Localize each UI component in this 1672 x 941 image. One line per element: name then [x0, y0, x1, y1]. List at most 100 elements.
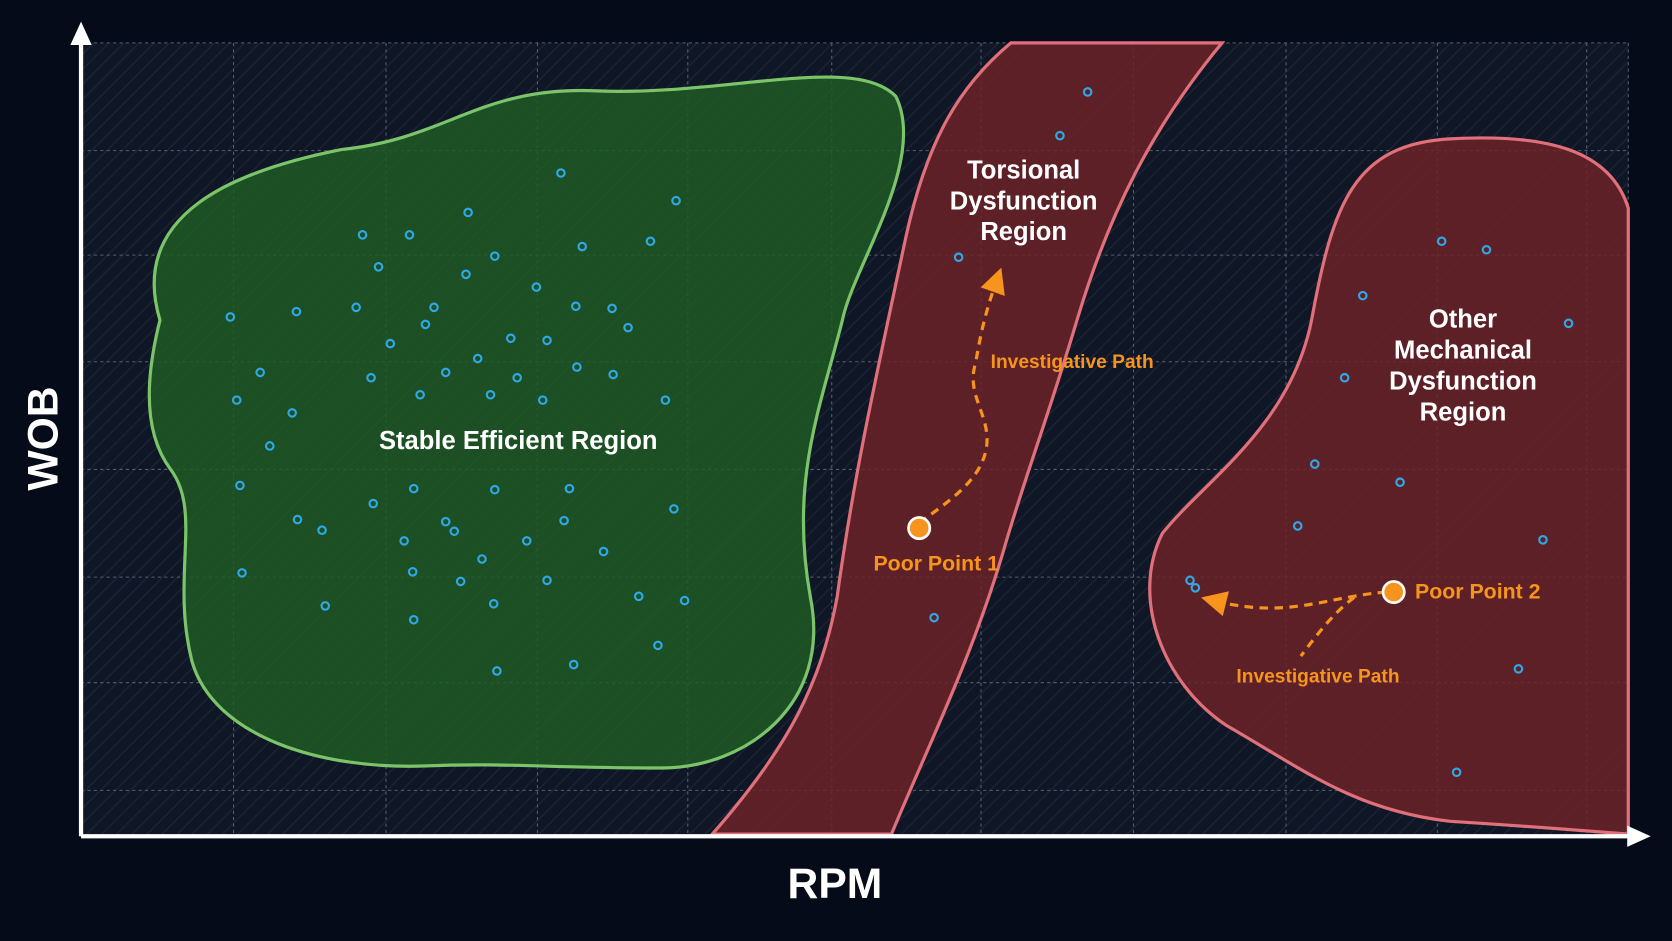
data-point [521, 536, 532, 546]
data-point [287, 408, 297, 418]
data-point [953, 252, 964, 263]
data-point [357, 230, 368, 240]
data-point [653, 640, 663, 651]
data-point [492, 666, 502, 676]
data-point [408, 483, 419, 494]
data-point [608, 369, 618, 380]
data-point [571, 301, 581, 312]
data-point [598, 546, 609, 557]
x-arrow [1627, 825, 1651, 847]
data-point [564, 483, 575, 494]
data-point [264, 441, 275, 451]
data-point [407, 567, 418, 577]
data-point [237, 568, 247, 578]
data-point [1395, 477, 1405, 488]
data-point [929, 612, 939, 623]
data-point [607, 303, 617, 314]
poor-point-1 [907, 516, 932, 541]
data-point [404, 230, 415, 240]
region-label: Region [1420, 398, 1507, 426]
data-point [556, 168, 566, 178]
data-point [385, 338, 396, 349]
data-point [537, 395, 548, 405]
data-point [531, 282, 542, 292]
investigative-path-1 [918, 267, 1005, 525]
data-point [572, 362, 582, 372]
data-point [1451, 767, 1462, 778]
region-label: Other [1429, 306, 1497, 334]
data-point [477, 554, 487, 564]
data-point [645, 236, 656, 247]
investigative-path-2-branch [1299, 596, 1356, 658]
data-point [1481, 244, 1492, 255]
data-point [461, 269, 471, 280]
data-point [671, 195, 681, 206]
point-label: Poor Point 1 [873, 552, 999, 576]
region-label: Mechanical [1394, 337, 1532, 365]
poor-point-2 [1381, 580, 1406, 605]
data-point [568, 659, 579, 670]
data-point [1292, 521, 1303, 531]
data-point [542, 575, 552, 586]
data-point [317, 525, 327, 536]
data-point [235, 480, 245, 491]
data-point [366, 372, 376, 383]
data-point [679, 595, 690, 606]
path-label: Investigative Path [991, 352, 1154, 373]
path-label: Investigative Path [1236, 667, 1399, 688]
region-label: Region [980, 218, 1067, 246]
y-axis-label: WOB [20, 386, 68, 490]
data-point [320, 601, 331, 611]
data-point [559, 515, 569, 526]
data-point [1082, 87, 1093, 97]
data-point [1185, 575, 1195, 586]
region-label: Stable Efficient Region [379, 427, 658, 455]
data-point [489, 251, 500, 261]
y-arrow [70, 21, 92, 46]
data-point [633, 591, 644, 602]
data-point [489, 484, 500, 495]
data-point [660, 395, 671, 405]
data-point [1538, 535, 1548, 545]
point-label: Poor Point 2 [1415, 579, 1541, 603]
data-point [373, 262, 384, 272]
data-point [399, 536, 409, 546]
investigative-path-2 [1201, 590, 1387, 617]
data-point [1339, 372, 1350, 383]
data-point [291, 306, 302, 317]
data-point [669, 504, 679, 514]
data-point [577, 241, 588, 252]
region-label: Dysfunction [950, 187, 1098, 215]
data-point [408, 614, 419, 625]
data-point [429, 302, 439, 313]
data-point [485, 389, 496, 400]
mechanical-region [1148, 136, 1630, 836]
data-point [1513, 664, 1524, 674]
data-point [351, 302, 361, 313]
data-point [1190, 582, 1201, 593]
torsional-region [708, 41, 1226, 836]
data-point [623, 322, 633, 333]
data-point [505, 333, 516, 344]
data-point [1436, 236, 1447, 247]
x-axis-label: RPM [788, 860, 883, 908]
data-point [415, 389, 425, 400]
data-point [420, 319, 431, 330]
data-point [512, 372, 522, 383]
data-point [368, 498, 379, 509]
data-point [231, 395, 242, 405]
data-point [292, 514, 303, 525]
data-point [255, 367, 265, 378]
region-label: Dysfunction [1389, 367, 1537, 395]
data-point [225, 312, 236, 322]
data-point [472, 353, 483, 364]
data-point [440, 516, 451, 527]
data-point [449, 526, 460, 537]
data-point [488, 598, 499, 609]
data-point [1055, 130, 1065, 141]
data-point [1309, 459, 1320, 469]
data-points [225, 87, 1574, 778]
data-point [455, 576, 466, 587]
